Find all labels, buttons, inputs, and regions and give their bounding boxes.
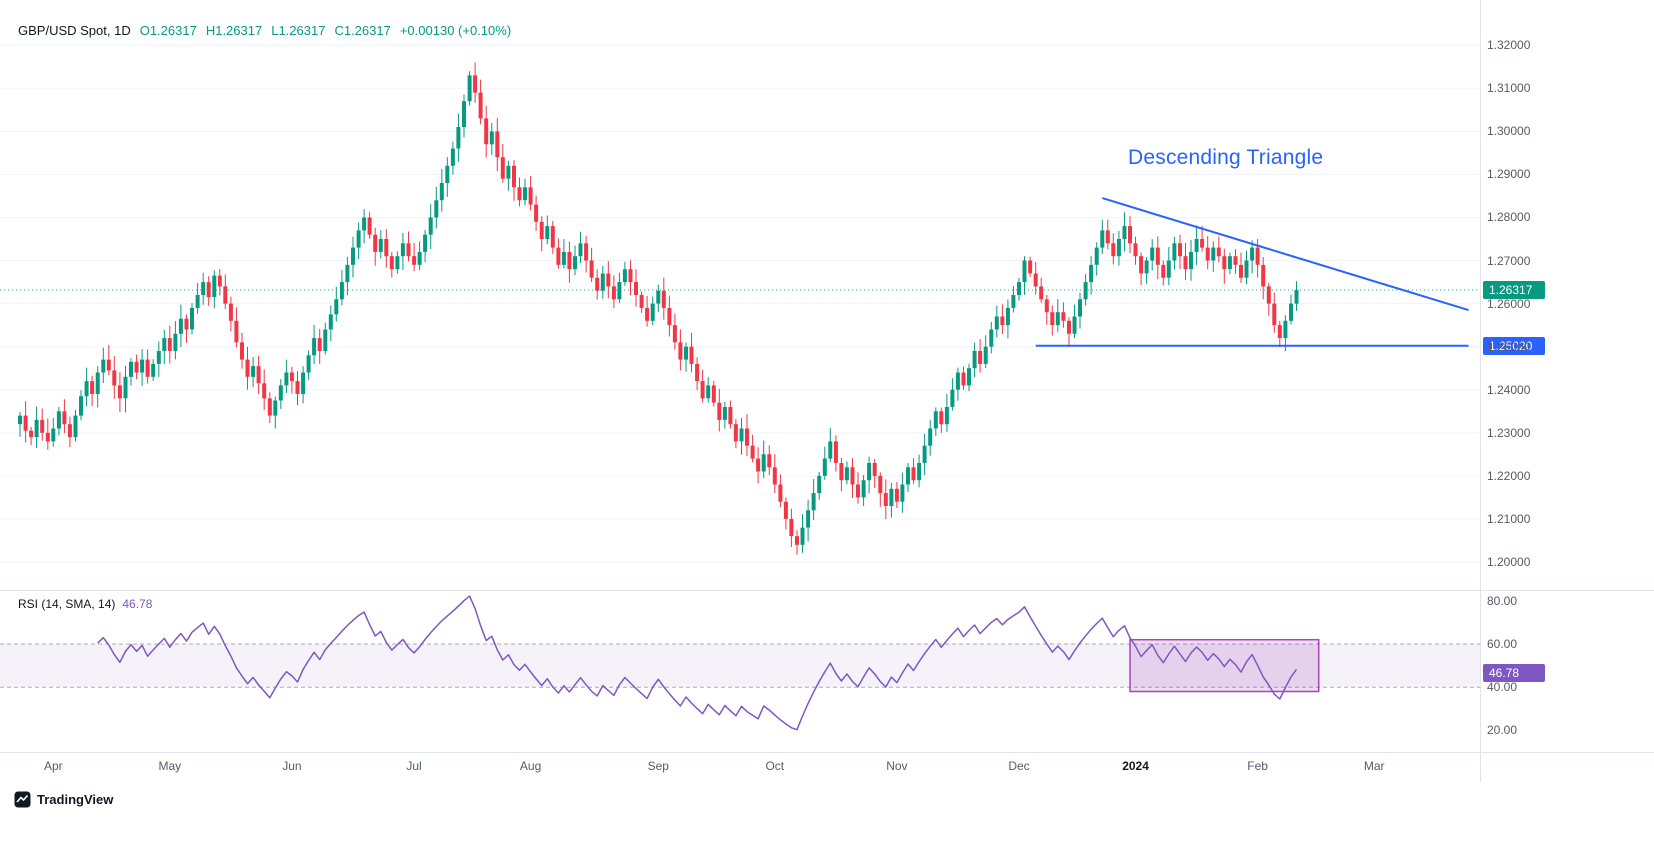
symbol-legend: GBP/USD Spot, 1D O1.26317 H1.26317 L1.26…: [18, 23, 511, 38]
price-axis-label: 1.26000: [1487, 296, 1531, 311]
time-axis-divider: [0, 752, 1654, 753]
tradingview-logo-icon[interactable]: [14, 791, 31, 808]
price-axis[interactable]: 1.26317 1.25020 46.78 1.32000 1.31000 1.30…: [1480, 0, 1654, 752]
rsi-axis-label: 20.00: [1487, 723, 1518, 738]
price-axis-label: 1.32000: [1487, 38, 1531, 53]
time-axis-label: May: [158, 759, 182, 773]
time-axis-label: Sep: [647, 759, 669, 773]
rsi-value-badge: 46.78: [1483, 663, 1545, 682]
ohlc-open: O1.26317: [139, 23, 197, 38]
price-axis-label: 1.23000: [1487, 425, 1531, 440]
ohlc-close: C1.26317: [334, 23, 391, 38]
price-pane[interactable]: [0, 0, 1480, 590]
symbol-title[interactable]: GBP/USD Spot, 1D: [18, 23, 131, 38]
support-price-badge: 1.25020: [1483, 336, 1545, 355]
time-axis-label: Apr: [43, 759, 63, 773]
rsi-axis-label: 60.00: [1487, 637, 1518, 651]
time-axis-label: Jul: [406, 759, 422, 773]
price-axis-label: 1.21000: [1487, 511, 1531, 526]
footer: TradingView: [14, 791, 113, 808]
rsi-axis-label: 40.00: [1487, 680, 1518, 695]
ohlc-low: L1.26317: [271, 23, 326, 38]
price-axis-label: 1.29000: [1487, 167, 1531, 182]
price-axis-label: 1.27000: [1487, 253, 1531, 268]
time-axis-label: 2024: [1122, 759, 1149, 773]
tradingview-logo-text[interactable]: TradingView: [37, 792, 114, 807]
rsi-axis-label: 80.00: [1487, 593, 1518, 608]
price-axis-label: 1.25000: [1487, 339, 1531, 354]
time-axis-label: Aug: [519, 759, 542, 773]
time-axis-label: Mar: [1363, 759, 1385, 773]
rsi-legend-title[interactable]: RSI (14, SMA, 14): [18, 597, 116, 611]
time-axis-label: Feb: [1247, 759, 1268, 773]
time-axis-label: Dec: [1008, 759, 1030, 773]
ohlc-change: +0.00130 (+0.10%): [399, 23, 512, 38]
price-axis-label: 1.31000: [1487, 81, 1531, 96]
price-axis-label: 1.28000: [1487, 210, 1531, 225]
price-axis-divider: [1480, 0, 1481, 782]
rsi-pane[interactable]: [0, 590, 1480, 752]
time-axis-label: Nov: [886, 759, 908, 773]
rsi-legend-value: 46.78: [122, 597, 153, 611]
price-axis-label: 1.30000: [1487, 124, 1531, 139]
time-axis-label: Oct: [765, 759, 785, 773]
ohlc-high: H1.26317: [205, 23, 263, 38]
price-axis-label: 1.22000: [1487, 468, 1531, 483]
time-axis[interactable]: Apr May Jun Jul Aug Sep Oct Nov Dec 2024 Feb Mar: [0, 752, 1480, 782]
price-axis-label: 1.24000: [1487, 382, 1531, 397]
pane-divider[interactable]: [0, 590, 1654, 591]
price-axis-label: 1.20000: [1487, 555, 1531, 569]
current-price-badge: 1.26317: [1483, 280, 1545, 299]
annotation-descending-triangle[interactable]: Descending Triangle: [1128, 146, 1324, 169]
time-axis-label: Jun: [282, 759, 302, 773]
rsi-legend: RSI (14, SMA, 14) 46.78: [18, 597, 152, 611]
